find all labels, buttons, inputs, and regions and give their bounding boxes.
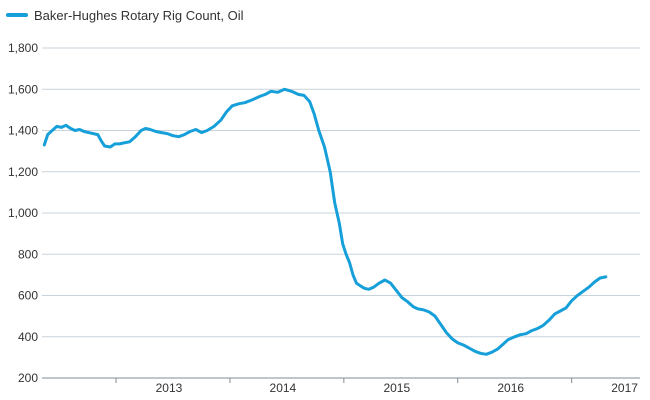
legend-label: Baker-Hughes Rotary Rig Count, Oil bbox=[34, 7, 244, 23]
y-tick-label: 200 bbox=[18, 371, 38, 385]
y-tick-label: 1,800 bbox=[8, 41, 38, 55]
y-axis: 200 400 600 800 1,000 1,200 1,400 1,600 1,800 bbox=[8, 41, 38, 385]
y-tick-label: 400 bbox=[18, 330, 38, 344]
y-tick-label: 1,200 bbox=[8, 165, 38, 179]
y-tick-label: 1,600 bbox=[8, 82, 38, 96]
series-layer bbox=[42, 87, 608, 356]
series-line-oil-rig-count bbox=[42, 87, 608, 356]
legend: Baker-Hughes Rotary Rig Count, Oil bbox=[6, 6, 244, 24]
x-tick-label: 2014 bbox=[270, 381, 297, 395]
y-tick-label: 800 bbox=[18, 247, 38, 261]
x-tick-label: 2013 bbox=[156, 381, 183, 395]
x-tick-label: 2017 bbox=[611, 381, 638, 395]
y-tick-label: 1,000 bbox=[8, 206, 38, 220]
y-tick-label: 1,400 bbox=[8, 124, 38, 138]
legend-swatch bbox=[6, 13, 28, 17]
y-tick-label: 600 bbox=[18, 289, 38, 303]
gridlines bbox=[42, 47, 640, 379]
x-axis: 2013 2014 2015 2016 2017 bbox=[42, 377, 640, 395]
x-tick-label: 2015 bbox=[383, 381, 410, 395]
x-tick-label: 2016 bbox=[497, 381, 524, 395]
